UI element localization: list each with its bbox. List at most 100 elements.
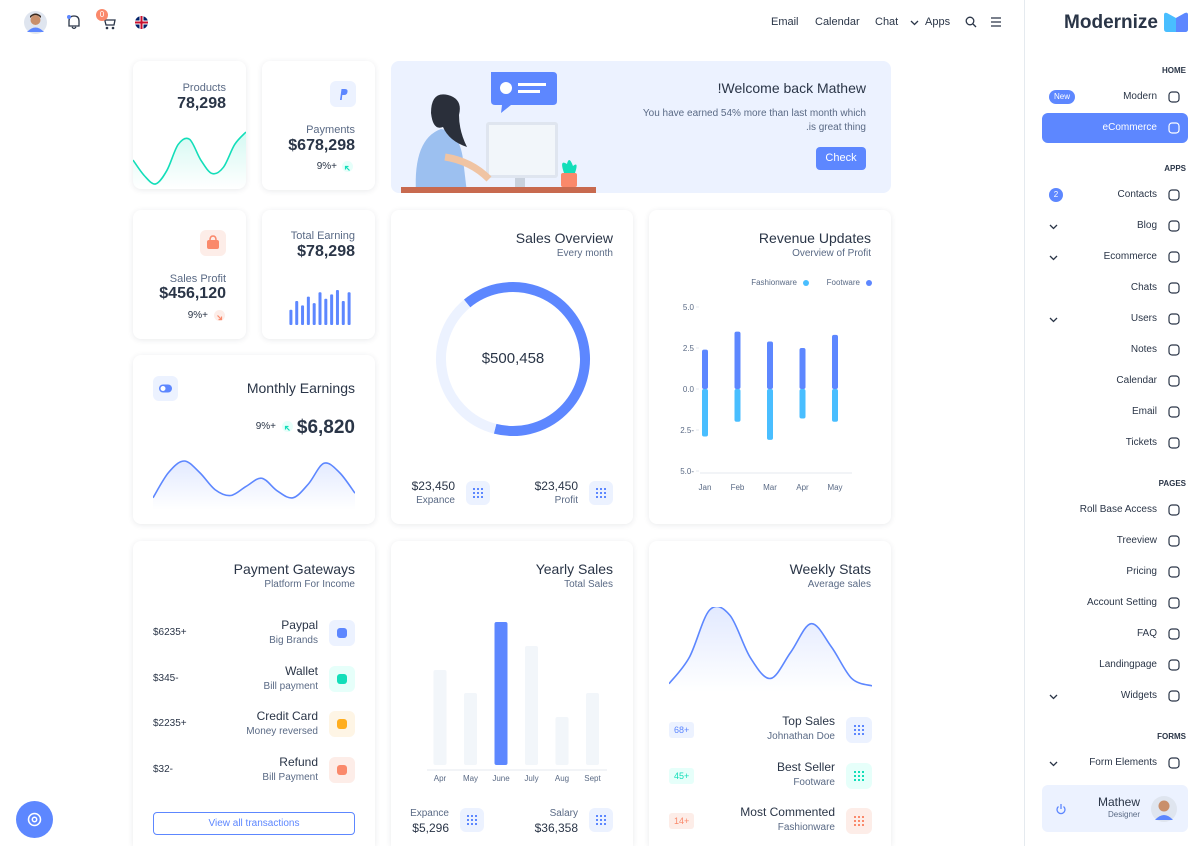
item-name: Credit Card <box>256 709 318 723</box>
icon-shape <box>337 628 347 638</box>
nav-item[interactable]: Chats <box>1130 282 1157 293</box>
search-icon[interactable] <box>965 16 977 28</box>
up-icon <box>342 161 353 172</box>
icon-dot <box>604 823 606 825</box>
x-tick-label: July <box>524 774 538 783</box>
card-subtitle: Total Sales <box>564 579 613 590</box>
icon-shape <box>337 719 347 729</box>
avatar[interactable] <box>24 11 47 34</box>
nav-icon <box>1168 375 1180 387</box>
view-all-button[interactable]: View all transactions <box>153 812 355 835</box>
bar <box>555 717 569 765</box>
welcome-text: You have earned 54% more than last month… <box>642 108 866 119</box>
icon-dot <box>596 492 598 494</box>
bar <box>335 290 339 325</box>
illustration <box>401 72 596 193</box>
nav-item[interactable]: Account Setting <box>1086 597 1157 608</box>
nav-item[interactable]: FAQ <box>1136 628 1157 639</box>
nav-icon <box>1168 189 1180 201</box>
area-line <box>133 131 246 185</box>
icon-dot <box>862 774 864 777</box>
nav-item[interactable]: Ecommerce <box>1103 251 1157 262</box>
bar <box>341 300 345 325</box>
nav-item[interactable]: Form Elements <box>1089 757 1157 768</box>
icon <box>854 725 864 735</box>
card-label: Total Earning <box>290 230 355 242</box>
icon <box>337 628 347 638</box>
icon-dot <box>473 492 475 494</box>
bar-chart: Apr May June July Aug Sept <box>427 622 607 783</box>
stat-value: $23,450 <box>534 479 578 493</box>
icon-dot <box>467 819 469 821</box>
icon-shape <box>1168 406 1180 418</box>
brand[interactable]: Modernize <box>1064 12 1158 33</box>
stat-value: $5,296 <box>412 821 449 835</box>
nav-item[interactable]: Tickets <box>1125 437 1157 448</box>
nav-item[interactable]: Calendar <box>1116 375 1157 386</box>
nav-item[interactable]: Roll Base Access <box>1079 504 1157 515</box>
item-amount: $32- <box>153 763 174 775</box>
revenue-card: Revenue Updates Overview of Profit Fashi… <box>649 210 891 524</box>
nav-item[interactable]: Treeview <box>1116 535 1157 546</box>
nav-item[interactable]: Blog <box>1136 220 1157 231</box>
nav-item[interactable]: Pricing <box>1126 566 1157 577</box>
nav-item[interactable]: eCommerce <box>1102 122 1157 133</box>
stat-value: $36,358 <box>534 821 578 835</box>
icon-dot <box>604 488 606 490</box>
nav-item[interactable]: Widgets <box>1120 690 1157 701</box>
icon-dot <box>604 815 606 817</box>
area-fill <box>669 607 872 692</box>
icon <box>473 488 483 498</box>
bar <box>494 622 508 765</box>
settings-button[interactable] <box>16 801 53 838</box>
user-name: Mathew <box>1097 795 1140 809</box>
nav-icon <box>1168 690 1180 702</box>
item-icon <box>329 711 355 737</box>
icon <box>337 764 347 775</box>
flag-icon[interactable] <box>135 16 148 29</box>
bag-icon <box>200 230 226 256</box>
nav-item[interactable]: Contacts <box>1117 189 1157 200</box>
nav-link[interactable]: Email <box>771 16 799 28</box>
nav-link[interactable]: Calendar <box>815 16 860 28</box>
yearly-card: Yearly Sales Total Sales Apr May June July A… <box>391 541 633 846</box>
nav-item[interactable]: Landingpage <box>1099 659 1157 670</box>
y-tick-label: 2.5- <box>680 426 694 435</box>
stat-label: Profit <box>554 495 578 506</box>
icon-shape <box>1168 597 1180 609</box>
bar <box>433 670 447 765</box>
nav-item[interactable]: Notes <box>1130 344 1157 355</box>
nav-icon <box>1168 504 1180 516</box>
donut-chart <box>436 282 590 436</box>
icon-dot <box>475 823 477 825</box>
icon-dot <box>475 819 477 821</box>
nav-link[interactable]: Apps <box>925 16 951 28</box>
stat-label: Salary <box>549 808 578 819</box>
icon-dot <box>596 488 598 490</box>
x-tick-label: Aug <box>555 774 569 783</box>
nav-item[interactable]: Email <box>1131 406 1157 417</box>
nav-link[interactable]: Chat <box>875 16 899 28</box>
icon-dot <box>467 815 469 817</box>
chevron <box>910 20 919 26</box>
nav-icon <box>1168 282 1180 294</box>
icon-dot <box>477 488 479 490</box>
icon-shape <box>1168 282 1180 294</box>
bell-icon[interactable] <box>66 14 82 30</box>
nav-item[interactable]: Users <box>1130 313 1157 324</box>
item-amount: $6235+ <box>153 627 187 638</box>
bar <box>799 389 806 419</box>
icon-dot <box>862 820 864 822</box>
nav-item[interactable]: Modern <box>1123 91 1157 102</box>
icon <box>854 816 864 826</box>
check-button[interactable]: Check <box>816 147 866 170</box>
icon-dot <box>600 819 602 821</box>
icon-dot <box>481 496 483 498</box>
y-tick-label: 0.0 <box>683 385 695 394</box>
icon-dot <box>481 488 483 490</box>
card-value: $678,298 <box>288 137 355 154</box>
power-icon[interactable] <box>1055 803 1067 815</box>
icon-dot <box>604 819 606 821</box>
products-card: Products 78,298 <box>133 61 246 189</box>
menu-icon[interactable] <box>990 16 1002 28</box>
